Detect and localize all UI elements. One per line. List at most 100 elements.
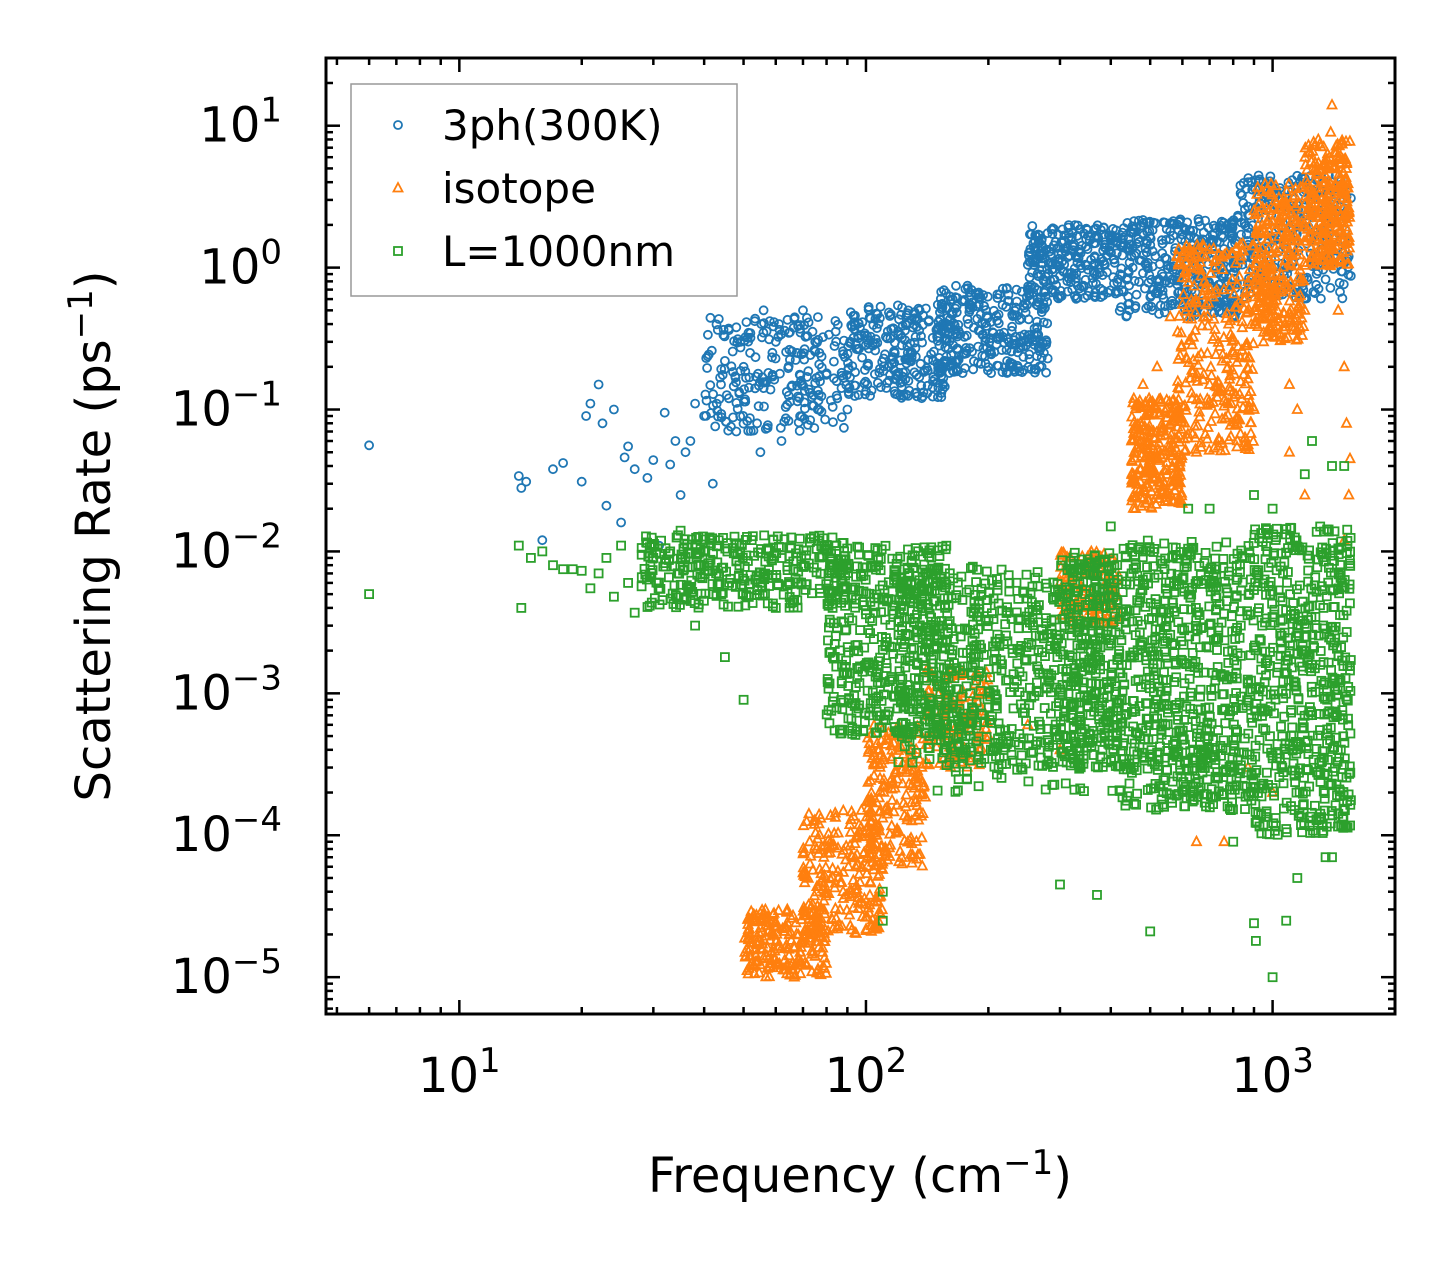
data-point <box>1012 347 1023 358</box>
data-point <box>1324 125 1337 137</box>
data-point <box>1028 254 1038 265</box>
data-point <box>884 838 897 850</box>
data-point <box>1017 367 1027 378</box>
data-point <box>711 319 722 330</box>
data-point <box>664 572 674 583</box>
data-point <box>1142 238 1152 249</box>
data-point <box>822 846 835 858</box>
data-point <box>845 336 855 347</box>
data-point <box>1018 351 1029 362</box>
data-point <box>882 333 893 344</box>
data-point <box>872 869 884 881</box>
data-point <box>870 837 883 849</box>
data-point <box>619 452 630 463</box>
data-point <box>846 713 857 724</box>
data-point <box>795 411 805 422</box>
data-point <box>867 895 880 907</box>
data-point <box>759 401 769 412</box>
data-point <box>896 381 907 392</box>
data-point <box>558 458 568 468</box>
data-point <box>866 912 879 925</box>
data-point <box>993 334 1003 345</box>
data-point <box>870 369 880 380</box>
data-point <box>741 317 752 328</box>
data-point <box>1068 245 1078 256</box>
data-point <box>1063 252 1073 263</box>
data-point <box>1310 288 1320 299</box>
data-point <box>802 371 812 382</box>
data-point <box>979 301 989 312</box>
data-point <box>829 341 840 351</box>
data-point <box>865 850 878 862</box>
data-point <box>1311 268 1322 279</box>
data-point <box>811 899 824 911</box>
data-point <box>1193 216 1204 227</box>
data-point <box>910 834 923 846</box>
data-point <box>1005 357 1016 368</box>
data-point <box>840 903 853 915</box>
data-point <box>1042 318 1053 329</box>
data-point <box>1032 351 1042 362</box>
data-point <box>916 393 927 404</box>
data-point <box>1148 217 1159 228</box>
data-point <box>719 331 730 342</box>
data-point <box>997 367 1008 378</box>
data-point <box>808 888 821 901</box>
data-point <box>1118 223 1129 234</box>
data-point <box>862 901 875 913</box>
data-point <box>770 915 783 928</box>
data-point <box>799 927 812 939</box>
data-point <box>780 962 792 974</box>
data-point <box>937 298 948 309</box>
data-point <box>1146 274 1157 285</box>
data-point <box>1218 834 1231 847</box>
data-point <box>844 389 854 400</box>
data-point <box>832 841 844 853</box>
data-point <box>712 324 723 335</box>
data-point <box>723 393 734 404</box>
data-point <box>752 954 765 966</box>
data-point <box>800 403 810 414</box>
data-point <box>981 566 992 577</box>
data-point <box>896 776 909 789</box>
data-point <box>910 792 922 805</box>
data-point <box>827 921 839 934</box>
data-point <box>769 317 779 328</box>
data-point <box>765 944 778 956</box>
data-point <box>783 390 794 401</box>
data-point <box>776 436 787 446</box>
data-point <box>945 291 955 302</box>
data-point <box>951 355 962 366</box>
data-point <box>828 826 841 838</box>
data-point <box>816 406 827 417</box>
data-point <box>1031 230 1041 241</box>
data-point <box>794 425 805 436</box>
data-point <box>818 951 831 963</box>
data-point <box>934 340 945 351</box>
data-point <box>1011 338 1021 349</box>
data-point <box>1101 250 1112 261</box>
data-point <box>808 390 819 401</box>
data-point <box>852 896 865 908</box>
data-point <box>894 314 904 325</box>
data-point <box>901 835 914 847</box>
data-point <box>1070 220 1080 231</box>
data-point <box>778 924 791 936</box>
data-point <box>868 768 880 781</box>
data-point <box>762 598 773 609</box>
data-point <box>892 370 902 381</box>
data-point <box>1118 238 1129 249</box>
data-point <box>885 333 896 344</box>
data-point <box>1218 217 1229 228</box>
data-point <box>1131 289 1142 300</box>
data-point <box>857 897 870 909</box>
data-point <box>1083 264 1093 275</box>
data-point <box>699 411 709 421</box>
data-point <box>788 941 801 953</box>
data-point <box>1071 277 1081 288</box>
data-point <box>860 376 871 387</box>
data-point <box>1154 259 1165 270</box>
data-point <box>875 756 888 768</box>
data-point <box>861 386 871 397</box>
data-point <box>1332 303 1345 315</box>
